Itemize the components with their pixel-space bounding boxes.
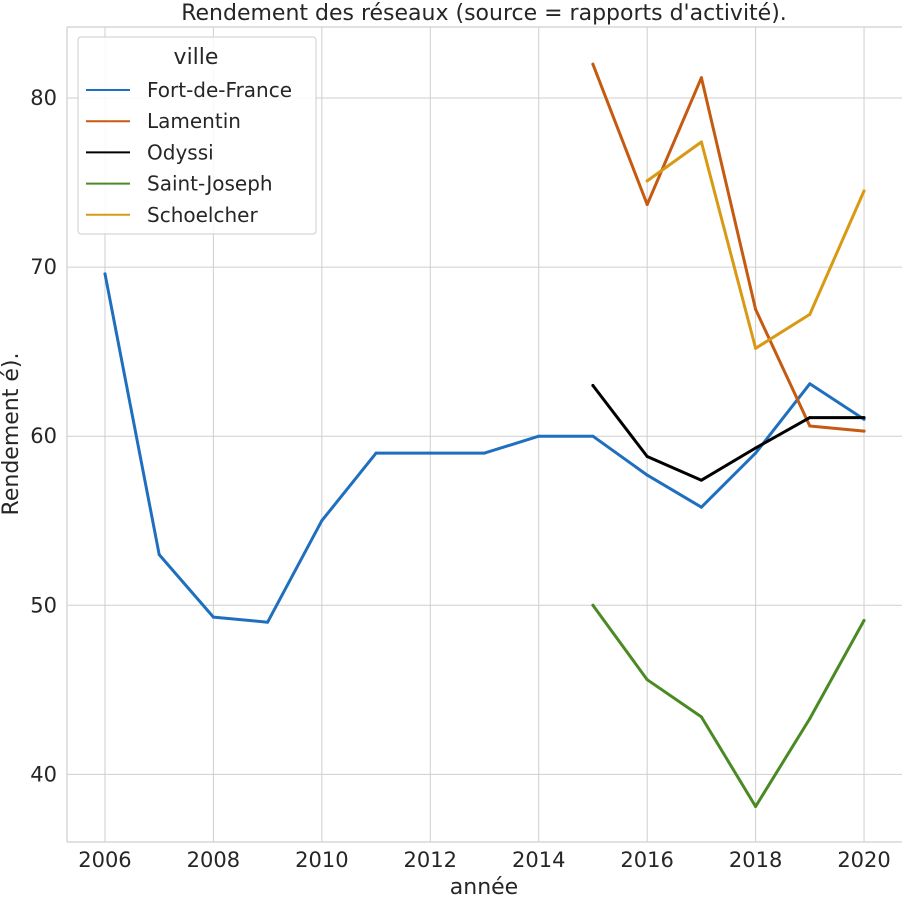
legend-label-lamentin: Lamentin xyxy=(147,109,241,133)
x-tick-labels: 2006 2008 2010 2012 2014 2016 2018 2020 xyxy=(78,848,891,872)
x-tick-label: 2014 xyxy=(512,848,565,872)
legend-label-fort-de-france: Fort-de-France xyxy=(147,78,292,102)
y-tick-label: 80 xyxy=(30,86,57,110)
data-point-odyssi xyxy=(699,478,703,482)
legend-label-odyssi: Odyssi xyxy=(147,140,214,164)
x-tick-label: 2016 xyxy=(620,848,673,872)
data-point-saint-joseph xyxy=(808,717,812,721)
x-tick-label: 2012 xyxy=(404,848,457,872)
x-tick-label: 2008 xyxy=(187,848,240,872)
data-point-lamentin xyxy=(862,429,866,433)
data-point-fort-de-france xyxy=(428,451,432,455)
data-point-saint-joseph xyxy=(591,603,595,607)
data-point-fort-de-france xyxy=(320,519,324,523)
data-point-fort-de-france xyxy=(591,434,595,438)
data-point-fort-de-france xyxy=(266,620,270,624)
data-point-odyssi xyxy=(645,454,649,458)
y-tick-label: 50 xyxy=(30,593,57,617)
x-tick-label: 2020 xyxy=(837,848,890,872)
data-point-lamentin xyxy=(754,307,758,311)
data-point-saint-joseph xyxy=(754,804,758,808)
y-tick-label: 70 xyxy=(30,255,57,279)
data-point-lamentin xyxy=(645,203,649,207)
y-tick-label: 40 xyxy=(30,762,57,786)
series-lines xyxy=(103,62,866,808)
data-point-lamentin xyxy=(699,76,703,80)
legend-items: Fort-de-France Lamentin Odyssi Saint-Joseph… xyxy=(86,78,292,227)
data-point-schoelcher xyxy=(754,346,758,350)
series-line-lamentin xyxy=(591,62,866,433)
data-point-fort-de-france xyxy=(374,451,378,455)
data-point-saint-joseph xyxy=(699,715,703,719)
x-tick-label: 2010 xyxy=(295,848,348,872)
data-point-odyssi xyxy=(754,446,758,450)
data-point-lamentin xyxy=(591,62,595,66)
data-point-fort-de-france xyxy=(754,451,758,455)
data-point-fort-de-france xyxy=(699,505,703,509)
data-point-saint-joseph xyxy=(862,618,866,622)
legend-label-schoelcher: Schoelcher xyxy=(147,203,258,227)
y-axis-label: Rendement é). xyxy=(0,353,24,516)
x-tick-label: 2006 xyxy=(78,848,131,872)
data-point-fort-de-france xyxy=(537,434,541,438)
data-point-fort-de-france xyxy=(103,272,107,276)
data-point-schoelcher xyxy=(645,179,649,183)
x-axis-label: année xyxy=(450,875,518,899)
data-point-schoelcher xyxy=(699,140,703,144)
legend: ville Fort-de-France Lamentin Odyssi Saint-… xyxy=(77,36,317,235)
data-point-odyssi xyxy=(862,416,866,420)
data-point-saint-joseph xyxy=(645,678,649,682)
y-tick-labels: 40 50 60 70 80 xyxy=(30,86,57,786)
data-point-fort-de-france xyxy=(157,553,161,557)
data-point-schoelcher xyxy=(808,312,812,316)
y-tick-label: 60 xyxy=(30,424,57,448)
data-point-fort-de-france xyxy=(808,382,812,386)
series-line-odyssi xyxy=(591,384,866,482)
data-point-fort-de-france xyxy=(483,451,486,455)
data-point-lamentin xyxy=(808,424,812,428)
legend-title: ville xyxy=(174,45,219,70)
chart-title: Rendement des réseaux (source = rapports… xyxy=(181,1,787,26)
data-point-odyssi xyxy=(591,383,595,387)
x-tick-label: 2018 xyxy=(729,848,782,872)
legend-label-saint-joseph: Saint-Joseph xyxy=(147,172,273,196)
plot-frame xyxy=(66,26,902,843)
legend-box xyxy=(77,36,317,235)
data-point-odyssi xyxy=(808,416,812,420)
data-point-fort-de-france xyxy=(645,473,649,477)
grid xyxy=(67,27,902,842)
series-line-saint-joseph xyxy=(591,603,866,808)
data-point-fort-de-france xyxy=(211,615,215,619)
data-point-schoelcher xyxy=(862,189,866,193)
